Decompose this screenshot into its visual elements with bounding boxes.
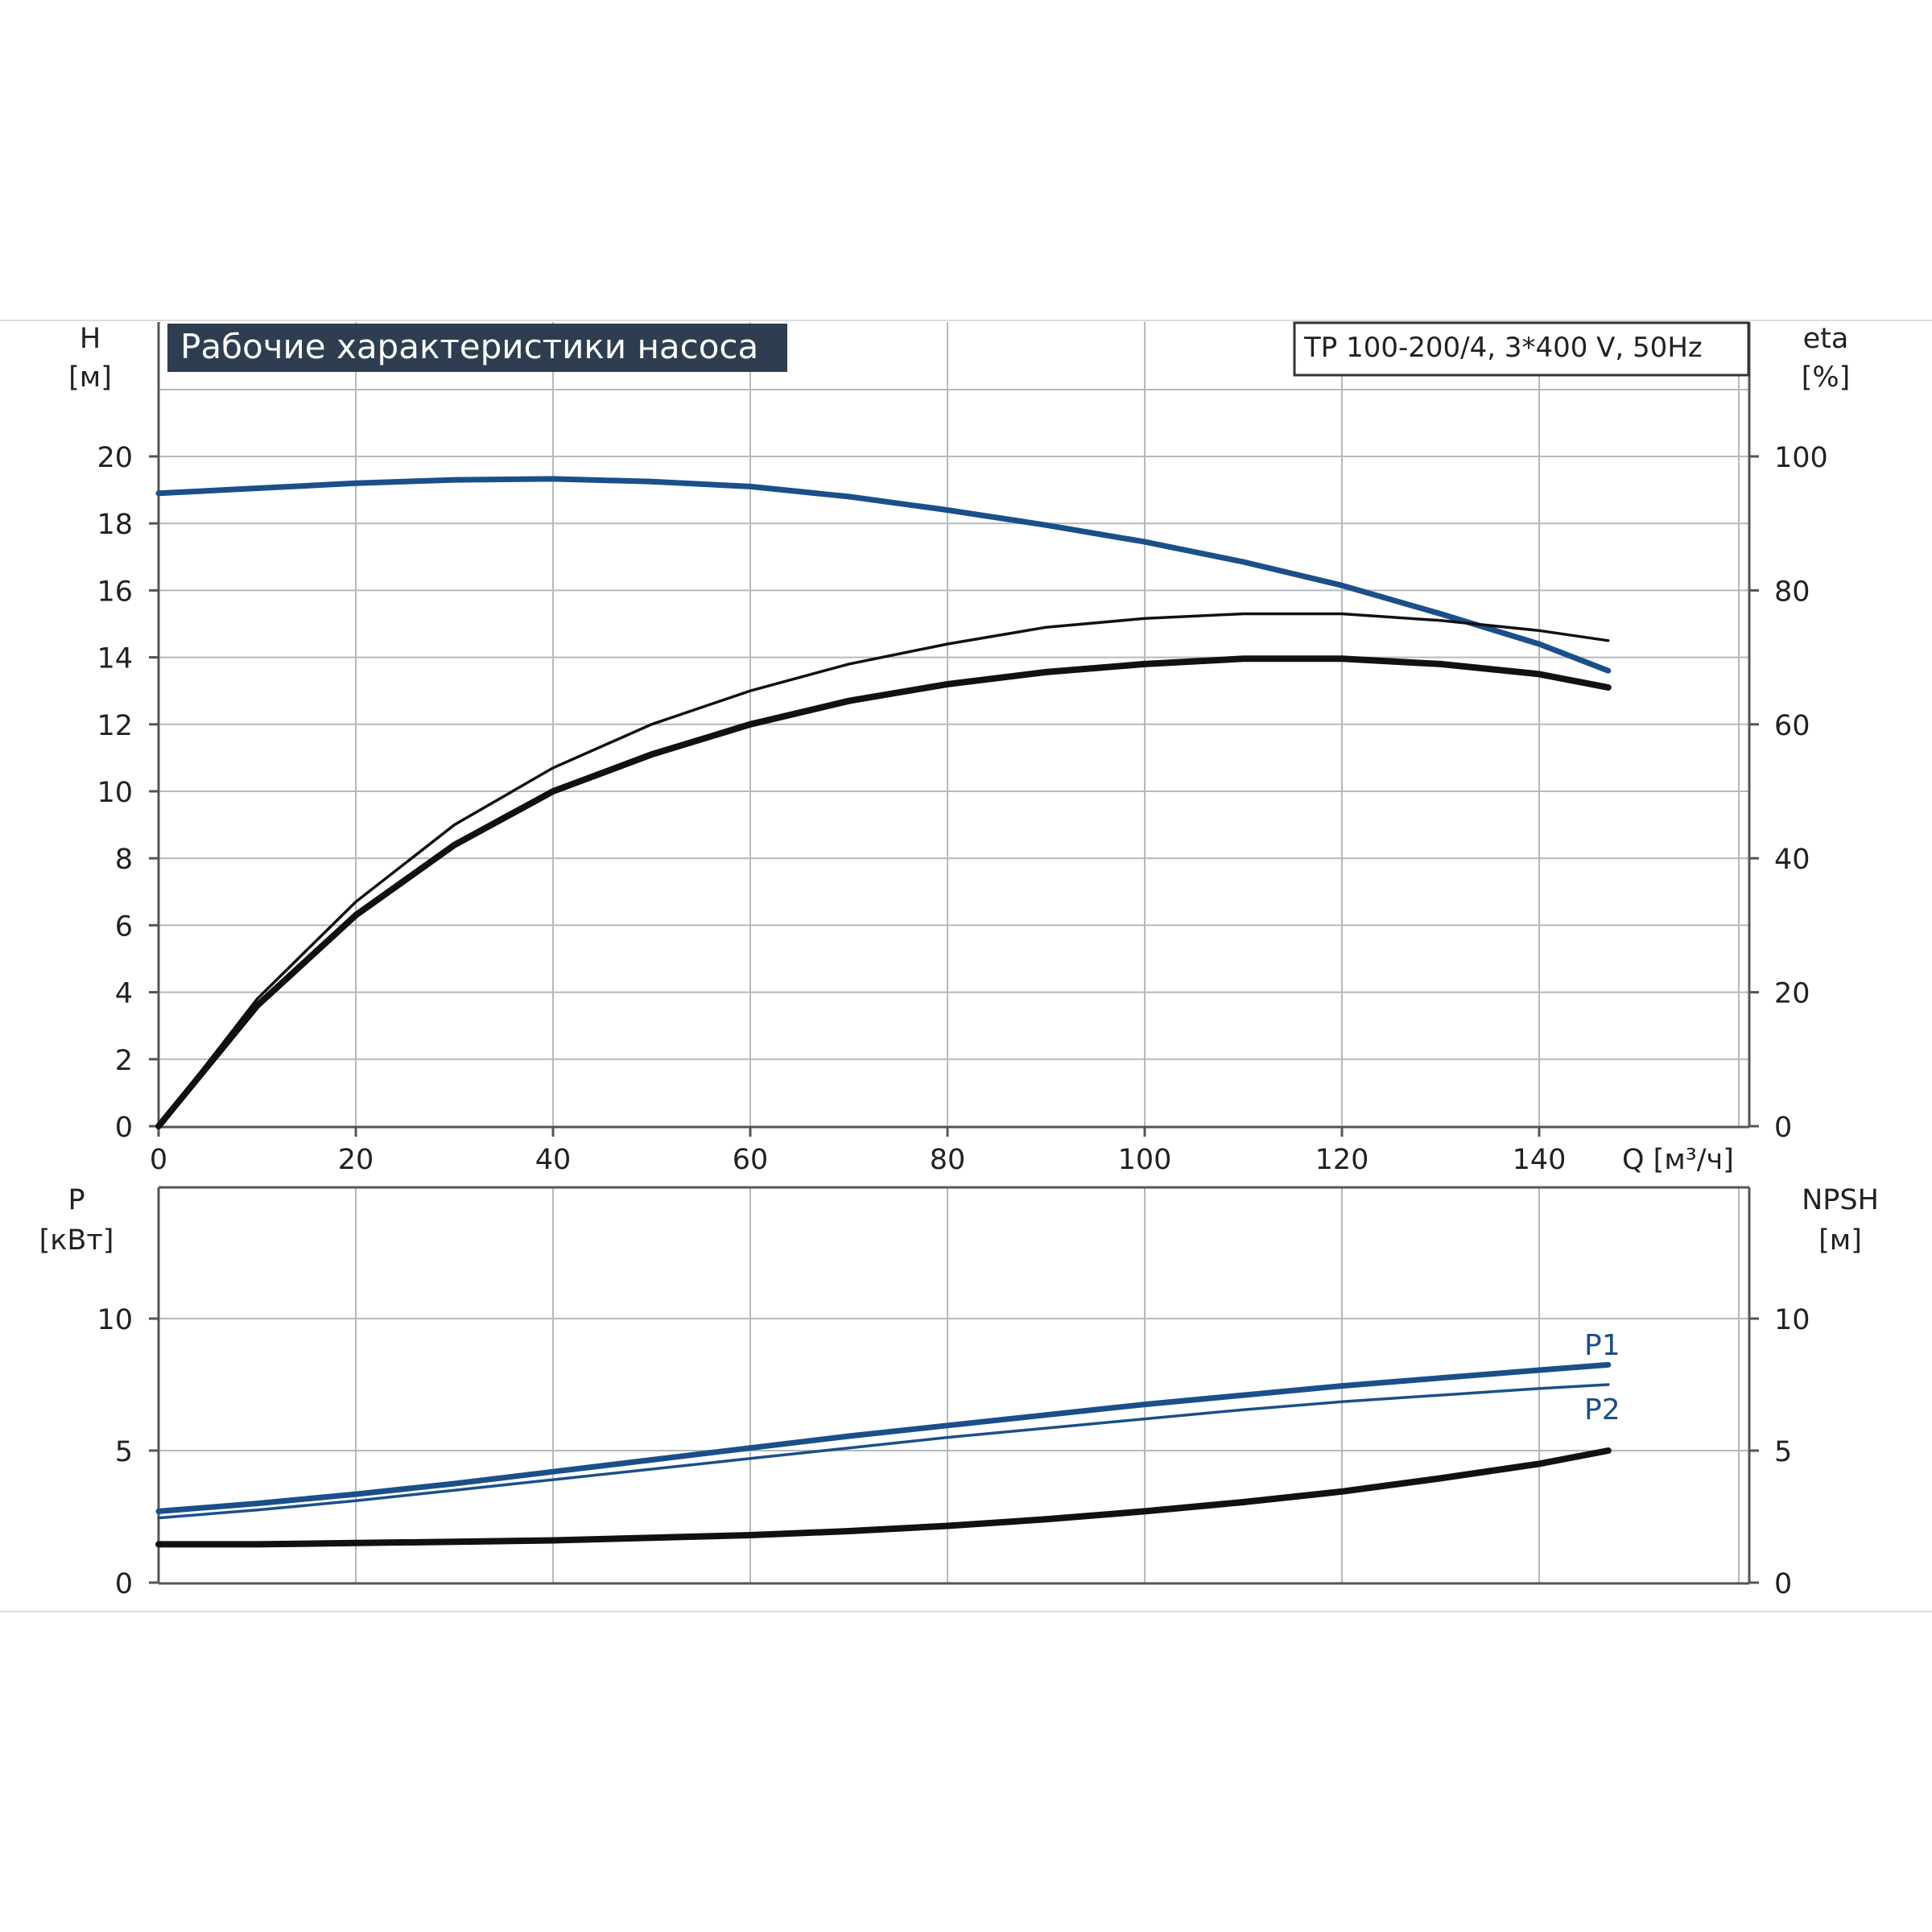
y-left-tick-label-12: 12 [97,710,133,742]
y-left-title-p: P [68,1184,85,1216]
y-left-tick-label-2: 2 [115,1045,133,1077]
series-label-p1: P1 [1584,1329,1620,1362]
y-left-tick-label-8: 8 [115,844,133,876]
y-left-tick-label-18: 18 [97,509,133,541]
p-tick-label-5: 5 [115,1436,133,1468]
y-right-tick-label-80: 80 [1774,576,1810,608]
npsh-tick-label-0: 0 [1774,1568,1792,1600]
x-tick-label-80: 80 [930,1144,966,1176]
y-left-tick-label-10: 10 [97,777,133,809]
y-left-tick-label-14: 14 [97,643,133,675]
curves [155,476,1612,1548]
x-tick-label-120: 120 [1315,1144,1369,1176]
tick-labels: 0 20 40 60 80 100 120 1400246810121416182002040… [97,442,1827,1600]
p-tick-label-0: 0 [115,1568,133,1600]
y-right-tick-label-60: 60 [1774,710,1810,742]
grid [159,322,1749,1583]
chart-title: Рабочие характеристики насоса [180,327,758,366]
y-left-tick-label-4: 4 [115,978,133,1010]
npsh-tick-label-5: 5 [1774,1436,1792,1468]
y-right-unit-npsh: [м] [1818,1224,1862,1257]
y-right-tick-label-20: 20 [1774,978,1810,1010]
head-curve [155,476,1612,674]
p2-curve [157,1383,1610,1520]
x-tick-label-0: 0 [150,1144,167,1176]
y-left-tick-label-0: 0 [115,1112,133,1144]
x-tick-label-40: 40 [535,1144,572,1176]
npsh-tick-label-10: 10 [1774,1304,1810,1336]
npsh-curve [155,1447,1612,1548]
y-left-unit-h: [м] [68,361,112,394]
etas-curve [157,612,1610,1128]
y-right-tick-label-0: 0 [1774,1112,1792,1144]
y-left-title-h: H [80,323,101,355]
y-left-tick-label-20: 20 [97,442,133,474]
x-tick-label-20: 20 [338,1144,374,1176]
x-axis-title: Q [м³/ч] [1622,1144,1734,1176]
y-right-tick-label-40: 40 [1774,844,1810,876]
y-right-tick-label-100: 100 [1774,442,1828,474]
chart-subtitle: TP 100-200/4, 3*400 V, 50Hz [1303,332,1703,364]
x-tick-label-140: 140 [1513,1144,1567,1176]
eta-curve [155,655,1612,1129]
x-tick-label-60: 60 [733,1144,769,1176]
subtitle-box [1293,321,1750,377]
y-right-title-npsh: NPSH [1802,1184,1879,1216]
y-left-unit-p: [кВт] [39,1224,114,1257]
title-box [167,324,787,372]
series-label-p2: P2 [1584,1393,1620,1426]
p-tick-label-10: 10 [97,1304,133,1336]
y-left-tick-label-6: 6 [115,910,133,943]
y-right-unit-eta: [%] [1802,361,1851,394]
y-left-tick-label-16: 16 [97,576,133,608]
y-right-title-eta: eta [1803,323,1849,355]
p1-curve [155,1361,1612,1514]
x-tick-label-100: 100 [1118,1144,1172,1176]
